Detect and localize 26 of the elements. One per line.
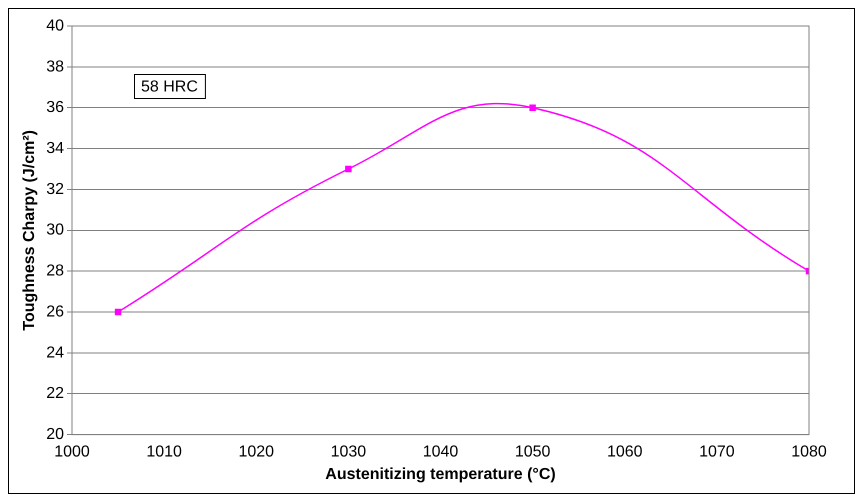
y-tick-label: 22 [46,385,64,402]
point [114,308,122,316]
x-tick-label: 1060 [606,444,643,461]
point [345,166,352,172]
y-tick-label: 36 [46,99,64,116]
y-tick-label: 38 [46,58,64,76]
y-tick-label: 40 [46,17,64,34]
point [529,104,536,111]
y-axis-title: Toughness Charpy (J/cm²) [21,130,38,331]
x-tick-label: 1000 [54,444,90,461]
x-tick-label: 1070 [699,444,735,461]
x-tick-label: 1050 [514,444,551,461]
y-tick-label: 28 [46,262,64,280]
annotation: 58 HRC [140,78,198,96]
y-tick-label: 20 [46,426,64,444]
x-tick-label: 1020 [238,444,274,461]
y-tick-label: 26 [46,303,64,320]
x-tick-label: 1010 [146,444,182,461]
y-tick-label: 34 [46,140,64,157]
x-tick-label: 1030 [330,444,366,461]
x-tick-label: 1080 [791,444,827,461]
x-tick-label: 1040 [422,444,458,461]
x-axis-title: Austenitizing temperature (°C) [325,466,556,483]
y-tick-label: 32 [46,180,64,198]
y-tick-label: 30 [46,222,64,239]
y-tick-label: 24 [46,344,64,362]
